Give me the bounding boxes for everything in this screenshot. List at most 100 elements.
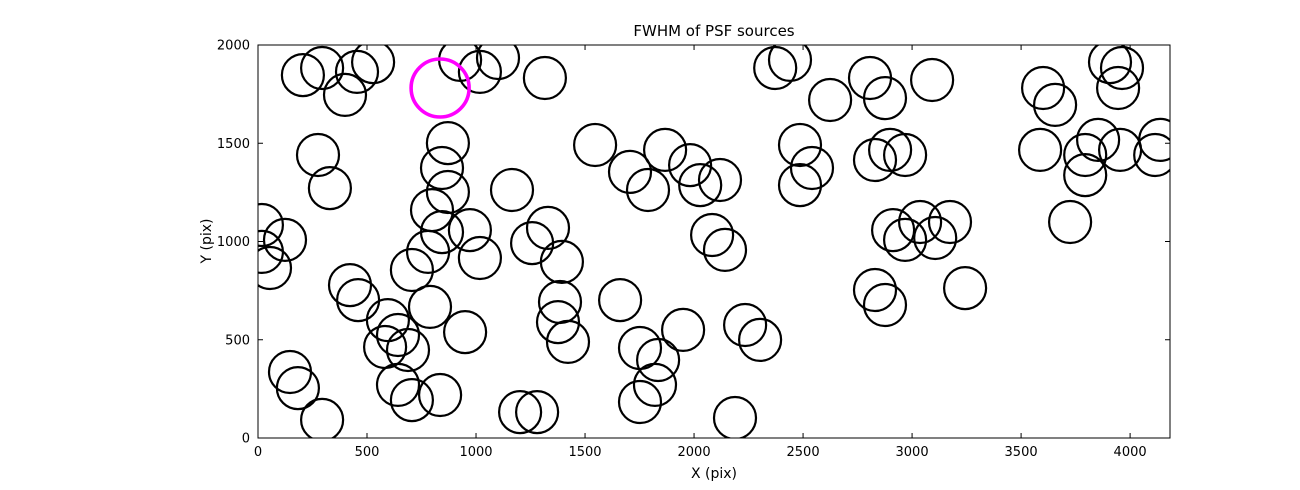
axis-ticks: 0 500 1000 1500 2000 2500 3000 3500 4000 0 500 1000… xyxy=(217,39,1170,460)
psf-circle xyxy=(389,378,434,423)
y-tick-label: 500 xyxy=(225,333,250,348)
psf-circle xyxy=(607,149,653,194)
psf-circle xyxy=(1017,127,1063,172)
psf-circle xyxy=(1133,132,1170,178)
psf-circle xyxy=(280,52,325,98)
x-tick-label: 1000 xyxy=(459,445,492,460)
psf-circle xyxy=(1032,82,1078,128)
psf-circle xyxy=(457,235,502,281)
y-tick-label: 0 xyxy=(242,432,250,447)
psf-circle xyxy=(389,247,434,293)
psf-markers xyxy=(258,45,1170,438)
x-tick-label: 0 xyxy=(254,445,262,460)
psf-circle xyxy=(351,45,396,85)
psf-circle xyxy=(1099,45,1145,91)
psf-circle xyxy=(535,300,581,345)
psf-circle xyxy=(258,245,293,291)
psf-circle xyxy=(419,145,465,191)
x-tick-label: 4000 xyxy=(1114,445,1147,460)
psf-circle xyxy=(737,317,783,362)
psf-circle xyxy=(753,45,798,91)
x-tick-label: 2000 xyxy=(678,445,711,460)
psf-circle xyxy=(443,310,488,355)
y-tick-label: 2000 xyxy=(217,39,250,54)
psf-circle xyxy=(852,137,898,183)
psf-circle xyxy=(1063,132,1108,178)
psf-circle xyxy=(307,166,352,211)
psf-circle xyxy=(667,143,713,188)
psf-circle xyxy=(300,45,345,91)
psf-circle xyxy=(522,55,568,101)
x-tick-label: 500 xyxy=(355,445,380,460)
x-tick-label: 1500 xyxy=(568,445,601,460)
psf-circle xyxy=(514,390,560,435)
psf-circle xyxy=(300,397,345,438)
psf-circle xyxy=(425,169,470,215)
psf-circle xyxy=(1047,199,1093,245)
psf-circle xyxy=(497,390,543,435)
psf-circle xyxy=(1063,153,1108,198)
psf-circle xyxy=(375,362,421,407)
psf-circle xyxy=(882,217,928,262)
psf-circle xyxy=(457,49,502,95)
psf-circle xyxy=(375,312,421,358)
psf-circle xyxy=(419,210,465,255)
psf-circle xyxy=(617,379,663,425)
x-tick-label: 2500 xyxy=(787,445,820,460)
psf-circle xyxy=(625,167,671,213)
psf-circle xyxy=(489,167,535,213)
chart-title: FWHM of PSF sources xyxy=(633,22,795,40)
x-tick-label: 3000 xyxy=(896,445,929,460)
psf-circle xyxy=(327,263,373,308)
y-tick-label: 1000 xyxy=(217,235,250,250)
psf-circle xyxy=(867,127,913,172)
psf-circle xyxy=(336,278,381,323)
psf-circle xyxy=(572,122,618,168)
psf-circle xyxy=(927,199,973,245)
psf-circle xyxy=(777,122,823,168)
psf-circle xyxy=(258,202,284,248)
psf-circle xyxy=(913,215,958,261)
psf-circle xyxy=(777,163,823,208)
psf-circle xyxy=(385,327,431,373)
psf-circle xyxy=(697,157,743,203)
psf-circle xyxy=(539,239,585,284)
psf-circle xyxy=(897,199,943,245)
psf-circle xyxy=(852,267,898,313)
psf-circle xyxy=(870,208,916,253)
psf-circle xyxy=(635,337,681,383)
psf-circle xyxy=(1075,117,1121,162)
psf-circle xyxy=(1138,117,1170,162)
psf-circle xyxy=(267,349,313,395)
psf-circle xyxy=(882,132,928,178)
x-axis-label: X (pix) xyxy=(690,466,738,482)
psf-circle xyxy=(767,45,813,82)
psf-circle xyxy=(807,77,853,123)
psf-circle xyxy=(678,163,723,208)
highlighted-psf-circle xyxy=(409,57,471,119)
psf-circle xyxy=(1087,45,1133,85)
psf-circle xyxy=(597,278,643,323)
psf-circle xyxy=(1020,65,1066,111)
psf-circle xyxy=(322,72,368,118)
psf-circle xyxy=(295,132,341,178)
psf-circle xyxy=(722,302,768,348)
psf-circle xyxy=(862,282,908,328)
psf-circle xyxy=(363,324,408,370)
psf-circle xyxy=(660,307,706,352)
psf-circle xyxy=(525,205,571,250)
psf-circle xyxy=(909,57,955,103)
psf-circle xyxy=(406,229,451,274)
psf-circle xyxy=(407,284,453,329)
psf-circle xyxy=(789,145,835,191)
psf-circle xyxy=(537,279,583,325)
psf-circle xyxy=(642,127,688,172)
psf-circle xyxy=(418,372,463,418)
x-tick-label: 3500 xyxy=(1005,445,1038,460)
psf-circle xyxy=(409,188,455,233)
y-tick-label: 1500 xyxy=(217,137,250,152)
psf-circle xyxy=(942,266,988,311)
psf-circle xyxy=(425,121,470,166)
